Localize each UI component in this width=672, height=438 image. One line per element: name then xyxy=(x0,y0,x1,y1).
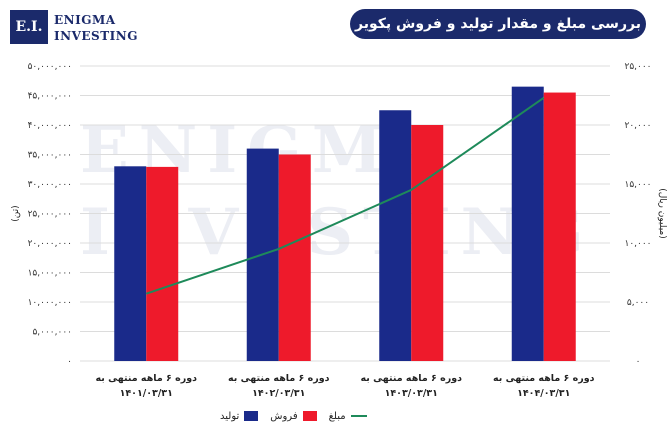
chart-title: بررسی مبلغ و مقدار تولید و فروش پکویر xyxy=(350,9,646,39)
legend: تولید فروش مبلغ xyxy=(220,408,460,424)
legend-label-sales: فروش xyxy=(270,410,298,422)
legend-swatch-amount xyxy=(350,415,367,417)
logo: E.I. ENIGMA INVESTING xyxy=(10,8,140,48)
logo-mark: E.I. xyxy=(10,10,48,44)
legend-item-amount: مبلغ xyxy=(329,411,367,422)
y-right-tick-label: ۱۰,۰۰۰ xyxy=(624,239,651,249)
y-left-tick-label: ۴۵,۰۰۰,۰۰۰ xyxy=(28,92,72,102)
logo-text-enigma: ENIGMA xyxy=(54,13,116,27)
y-left-tick-label: ۱۰,۰۰۰,۰۰۰ xyxy=(28,298,72,308)
x-category-label: دوره ۶ ماهه منتهی به xyxy=(360,373,462,384)
x-category-label: دوره ۶ ماهه منتهی به xyxy=(95,373,197,384)
bar-sales xyxy=(411,125,444,361)
x-category-date: ۱۴۰۴/۰۳/۳۱ xyxy=(517,388,570,399)
y-right-tick-label: ۱۵,۰۰۰ xyxy=(624,180,651,190)
legend-item-production: تولید xyxy=(220,410,259,422)
logo-text-investing: INVESTING xyxy=(54,29,138,43)
y-right-axis-title: (میلیون ریال) xyxy=(657,188,667,239)
x-category-label: دوره ۶ ماهه منتهی به xyxy=(493,373,595,384)
legend-label-amount: مبلغ xyxy=(328,410,346,422)
y-left-tick-label: ۳۵,۰۰۰,۰۰۰ xyxy=(28,151,72,161)
x-category-date: ۱۴۰۱/۰۳/۳۱ xyxy=(120,388,173,399)
y-right-tick-label: ۰ xyxy=(636,357,641,367)
bar-sales xyxy=(278,154,311,361)
y-left-tick-label: ۴۰,۰۰۰,۰۰۰ xyxy=(28,121,72,131)
y-left-tick-label: ۰ xyxy=(67,357,72,367)
y-left-axis-title: (تن) xyxy=(11,205,21,221)
y-left-tick-label: ۳۰,۰۰۰,۰۰۰ xyxy=(28,180,72,190)
bar-production xyxy=(379,110,412,361)
bar-production xyxy=(511,86,544,362)
y-left-tick-label: ۵۰,۰۰۰,۰۰۰ xyxy=(28,62,72,72)
legend-swatch-sales xyxy=(302,411,317,421)
legend-swatch-production xyxy=(244,411,259,421)
line-amount xyxy=(145,97,545,295)
y-right-tick-label: ۲۰,۰۰۰ xyxy=(624,121,651,131)
y-left-tick-label: ۱۵,۰۰۰,۰۰۰ xyxy=(28,269,72,279)
y-left-tick-label: ۲۰,۰۰۰,۰۰۰ xyxy=(28,239,72,249)
legend-item-sales: فروش xyxy=(270,410,317,422)
x-category-date: ۱۴۰۲/۰۳/۳۱ xyxy=(252,388,305,399)
y-left-tick-label: ۵,۰۰۰,۰۰۰ xyxy=(32,328,72,338)
bar-production xyxy=(114,166,147,361)
y-right-tick-label: ۵,۰۰۰ xyxy=(627,298,649,308)
bar-sales xyxy=(146,166,179,361)
y-right-tick-label: ۲۵,۰۰۰ xyxy=(624,62,651,72)
x-category-label: دوره ۶ ماهه منتهی به xyxy=(228,373,330,384)
x-category-date: ۱۴۰۳/۰۳/۳۱ xyxy=(385,388,438,399)
y-left-tick-label: ۲۵,۰۰۰,۰۰۰ xyxy=(28,210,72,220)
bar-sales xyxy=(543,92,576,362)
legend-label-production: تولید xyxy=(220,410,240,422)
